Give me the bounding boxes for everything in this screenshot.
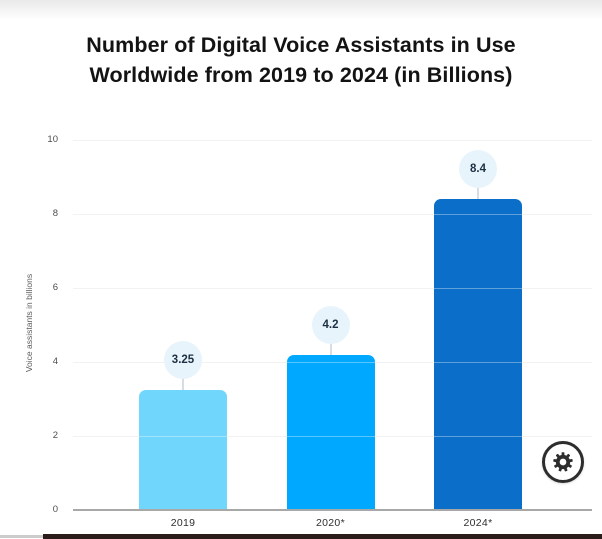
bubble-stem [329, 341, 332, 355]
settings-button[interactable] [542, 441, 584, 483]
gridline [73, 140, 592, 141]
bottom-edge-dark [43, 534, 602, 539]
gridline [73, 214, 592, 215]
value-bubble: 4.2 [311, 305, 350, 344]
gear-icon [550, 449, 576, 475]
bubble-stem [477, 186, 479, 200]
bottom-edge-light [0, 535, 43, 538]
gridline-overlay [73, 436, 592, 437]
bar-2020*[interactable] [286, 354, 375, 510]
y-tick-label: 10 [47, 134, 58, 145]
value-bubble: 8.4 [459, 150, 497, 189]
bar-2024*[interactable] [434, 199, 522, 510]
chart-title-line2: Worldwide from 2019 to 2024 (in Billions… [89, 63, 513, 87]
x-tick-label: 2019 [170, 517, 196, 529]
bubble-stem [182, 376, 184, 390]
x-axis-line [73, 509, 592, 511]
y-tick-label: 4 [52, 356, 58, 367]
x-tick-label: 2024* [463, 517, 493, 529]
gridline-overlay [73, 140, 592, 141]
chart-title: Number of Digital Voice Assistants in Us… [0, 30, 602, 90]
gridline-overlay [73, 362, 592, 363]
y-tick-label: 8 [52, 208, 58, 219]
gridline-overlay [73, 214, 592, 215]
value-bubble: 3.25 [164, 340, 202, 379]
y-tick-label: 0 [52, 504, 58, 515]
top-shadow-gradient [0, 0, 602, 20]
x-tick-label: 2020* [316, 517, 345, 529]
gridline [73, 288, 592, 289]
y-tick-label: 2 [52, 430, 58, 441]
chart-title-line1: Number of Digital Voice Assistants in Us… [86, 33, 516, 57]
bar-2019[interactable] [139, 389, 227, 510]
y-tick-label: 6 [52, 282, 58, 293]
gridline-overlay [73, 288, 592, 289]
